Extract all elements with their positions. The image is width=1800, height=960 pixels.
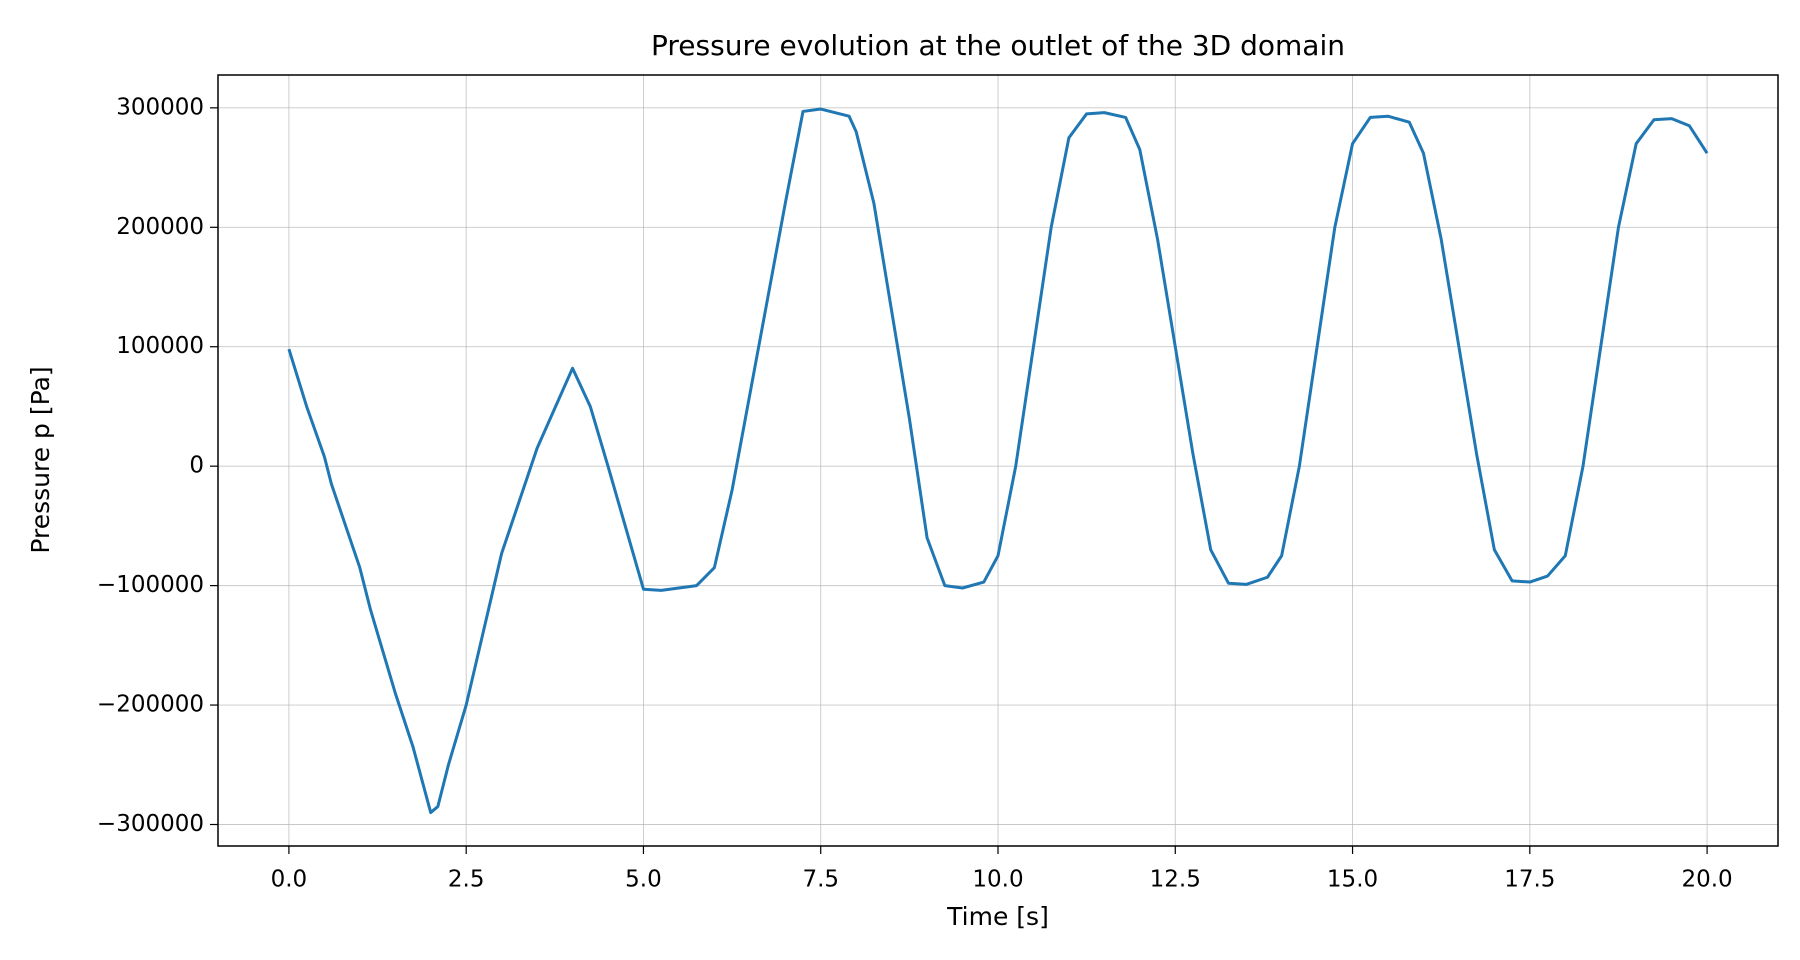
x-tick-label: 15.0 [1327, 867, 1378, 893]
y-tick-label: 0 [189, 453, 204, 479]
x-tick-label: 0.0 [271, 867, 308, 893]
x-tick-label: 12.5 [1150, 867, 1201, 893]
y-tick-label: 200000 [116, 214, 204, 240]
plot-frame [217, 74, 1779, 847]
y-tick-label: −200000 [97, 692, 204, 718]
x-axis-label: Time [s] [946, 902, 1049, 931]
y-axis-label: Pressure p [Pa] [26, 366, 55, 553]
x-tick-label: 7.5 [802, 867, 839, 893]
x-tick-label: 10.0 [972, 867, 1023, 893]
x-tick-label: 2.5 [448, 867, 485, 893]
x-tick-label: 20.0 [1681, 867, 1732, 893]
y-tick-label: 300000 [116, 94, 204, 120]
data-line [287, 107, 1709, 815]
chart-title: Pressure evolution at the outlet of the … [651, 29, 1345, 62]
y-tick-label: −300000 [97, 811, 204, 837]
x-tick-label: 17.5 [1504, 867, 1555, 893]
x-tick-label: 5.0 [625, 867, 662, 893]
y-tick-label: −100000 [97, 572, 204, 598]
y-tick-label: 100000 [116, 333, 204, 359]
